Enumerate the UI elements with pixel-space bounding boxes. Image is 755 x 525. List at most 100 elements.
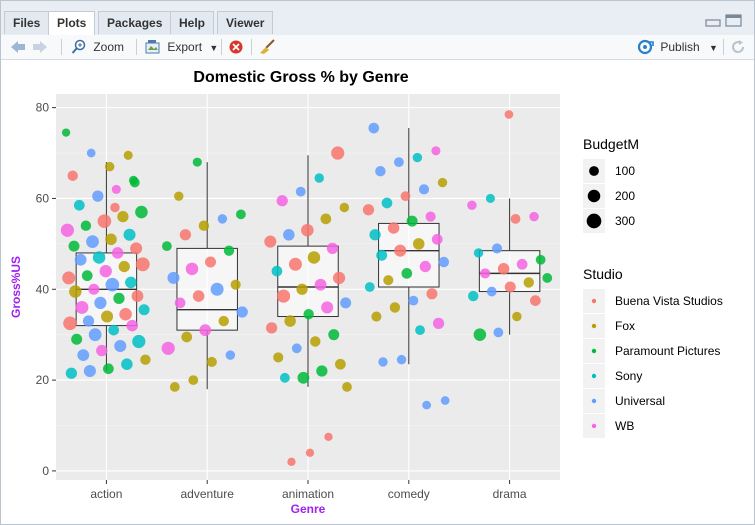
- remove-plot-icon[interactable]: [228, 39, 244, 55]
- data-point: [339, 202, 350, 213]
- data-point: [364, 282, 375, 292]
- x-axis-title: Genre: [291, 502, 326, 516]
- tab-help[interactable]: Help: [170, 11, 215, 34]
- data-point: [105, 233, 117, 246]
- data-point: [188, 375, 199, 385]
- toolbar-separator: [723, 39, 724, 55]
- data-point: [422, 400, 432, 410]
- minimize-icon[interactable]: [705, 19, 721, 27]
- data-point: [393, 157, 404, 168]
- data-point: [542, 273, 553, 283]
- window-controls: [705, 14, 742, 27]
- data-point: [369, 229, 381, 241]
- data-point: [192, 157, 202, 167]
- data-point: [378, 357, 388, 367]
- data-point: [199, 324, 212, 337]
- data-point: [396, 354, 407, 365]
- data-point: [105, 277, 120, 292]
- data-point: [114, 340, 127, 353]
- data-point: [401, 268, 413, 279]
- data-point: [342, 382, 352, 392]
- data-point: [92, 251, 106, 264]
- data-point: [174, 191, 184, 201]
- data-point: [376, 249, 388, 261]
- data-point: [101, 310, 114, 323]
- tab-packages[interactable]: Packages: [98, 11, 172, 34]
- maximize-icon[interactable]: [725, 14, 742, 27]
- data-point: [82, 315, 95, 327]
- data-point: [223, 245, 235, 256]
- data-point: [92, 190, 104, 202]
- data-point: [383, 275, 394, 286]
- data-point: [512, 311, 522, 322]
- chart-area: Domestic Gross % by Genre 0 20 40 60 80 acti…: [1, 60, 754, 524]
- data-point: [71, 333, 83, 345]
- data-point: [77, 349, 90, 362]
- data-point: [206, 356, 217, 367]
- data-point: [283, 229, 295, 241]
- data-point: [297, 371, 310, 384]
- data-point: [491, 243, 503, 254]
- data-point: [412, 238, 425, 250]
- color-legend-key: [591, 373, 597, 379]
- data-point: [307, 251, 321, 264]
- tab-viewer[interactable]: Viewer: [217, 11, 274, 34]
- data-point: [131, 290, 144, 302]
- data-point: [332, 271, 346, 285]
- y-tick-label: 60: [36, 191, 50, 205]
- x-tick-label: drama: [493, 487, 527, 501]
- color-legend-title: Studio: [583, 266, 623, 282]
- data-point: [103, 363, 114, 375]
- data-point: [217, 214, 228, 224]
- data-point: [326, 242, 339, 255]
- data-point: [126, 319, 138, 332]
- toolbar-separator: [136, 39, 137, 55]
- data-point: [529, 211, 539, 222]
- history-nav: [11, 41, 47, 53]
- color-legend-label: WB: [615, 419, 634, 433]
- data-point: [316, 365, 328, 377]
- forward-arrow-icon[interactable]: [33, 41, 47, 53]
- data-point: [99, 264, 112, 278]
- data-point: [468, 290, 479, 302]
- zoom-button[interactable]: Zoom: [71, 39, 129, 55]
- data-point: [375, 165, 386, 177]
- broom-icon[interactable]: [258, 39, 276, 55]
- export-button[interactable]: Export ▼: [145, 39, 223, 55]
- data-point: [331, 146, 345, 160]
- tab-plots[interactable]: Plots: [48, 11, 96, 36]
- toolbar-separator: [221, 39, 222, 55]
- data-point: [119, 307, 132, 321]
- data-point: [415, 325, 425, 336]
- data-point: [438, 256, 450, 268]
- data-point: [75, 300, 89, 314]
- data-point: [181, 331, 193, 343]
- color-legend-label: Paramount Pictures: [615, 344, 720, 358]
- publish-button[interactable]: Publish ▼: [636, 39, 718, 55]
- data-point: [321, 301, 334, 314]
- data-point: [295, 186, 306, 197]
- data-point: [61, 128, 71, 137]
- data-point: [480, 268, 491, 279]
- pane-tab-bar: Files Plots Packages Help Viewer: [1, 1, 754, 36]
- data-point: [412, 152, 423, 163]
- color-legend: Studio Buena Vista Studios Fox Paramount P…: [583, 266, 723, 438]
- data-point: [135, 205, 148, 219]
- back-arrow-icon[interactable]: [11, 41, 25, 53]
- data-point: [104, 161, 115, 172]
- x-tick-label: comedy: [388, 487, 430, 501]
- data-point: [192, 290, 205, 302]
- data-point: [140, 354, 151, 365]
- data-point: [63, 316, 77, 331]
- data-point: [485, 193, 495, 203]
- data-point: [69, 285, 82, 298]
- data-point: [394, 244, 407, 257]
- tab-files[interactable]: Files: [4, 11, 50, 34]
- data-point: [118, 260, 130, 273]
- data-point: [530, 295, 541, 306]
- data-point: [97, 214, 112, 228]
- data-point: [236, 209, 246, 220]
- refresh-icon[interactable]: [730, 39, 746, 55]
- data-point: [83, 364, 96, 378]
- color-legend-key: [591, 398, 597, 404]
